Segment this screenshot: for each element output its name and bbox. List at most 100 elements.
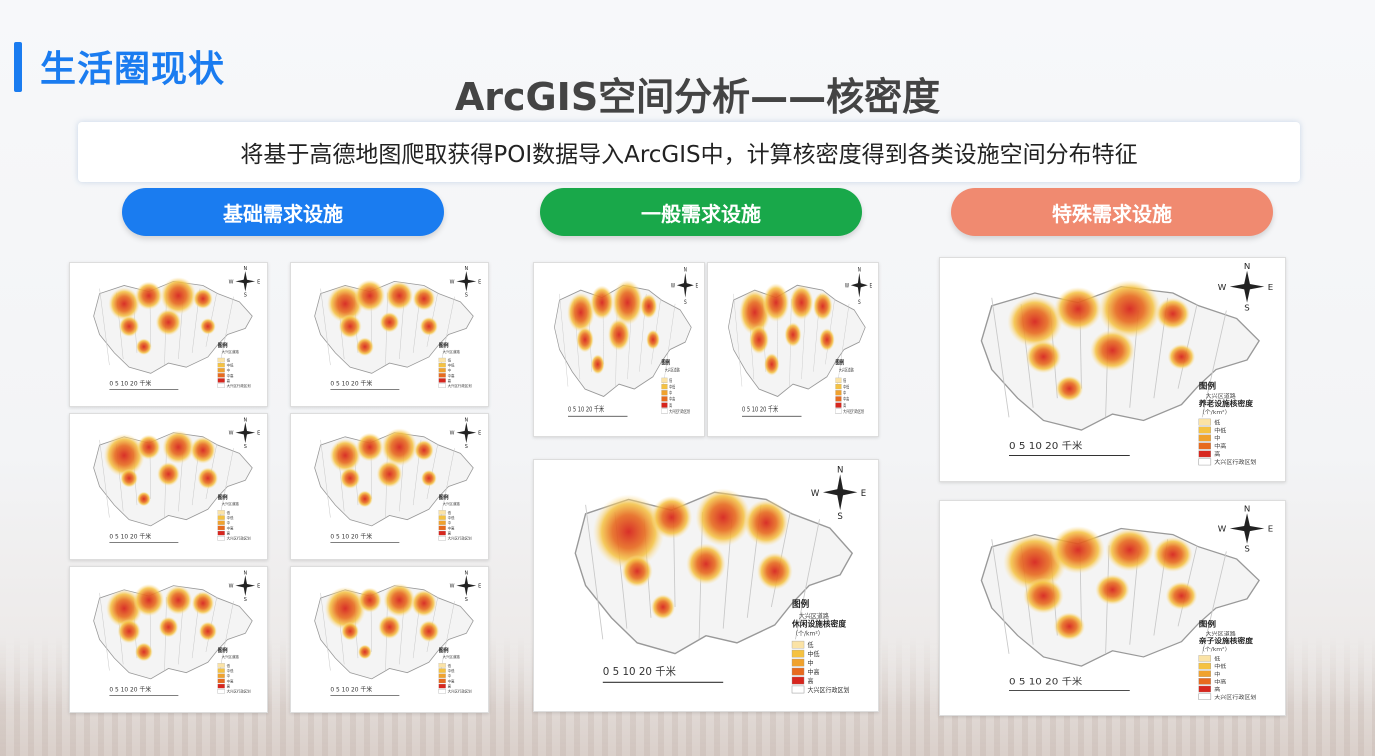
compass-w: W (229, 584, 234, 590)
density-hotspot (117, 619, 141, 644)
density-hotspot (411, 589, 437, 617)
compass-icon: N S E W (450, 417, 482, 450)
density-map-basic-5: N S E W 0 5 10 20 千米 图例 大兴区道路低中低中中高高大兴区行政区划 (69, 566, 268, 713)
legend-swatch (438, 525, 446, 531)
density-hotspot (646, 329, 660, 350)
density-hotspot (376, 460, 403, 488)
legend-swatch (1198, 458, 1212, 466)
compass-e: E (1268, 524, 1273, 533)
density-hotspot (190, 436, 216, 464)
density-hotspot (590, 354, 605, 375)
density-hotspot (155, 308, 182, 336)
density-hotspot (356, 432, 384, 462)
legend-level-label: 中高 (669, 396, 675, 402)
density-hotspot (607, 318, 631, 351)
scale-bar: 0 5 10 20 千米 (109, 379, 179, 390)
legend-swatch (1198, 670, 1211, 677)
legend-heading: 图例 (662, 357, 671, 366)
compass-s: S (465, 444, 468, 450)
legend-level-label: 低 (807, 641, 813, 649)
legend-swatch (438, 510, 446, 515)
legend-road: 大兴区道路 (443, 349, 461, 354)
density-hotspot (1090, 329, 1135, 372)
density-hotspot (1153, 536, 1193, 573)
legend-level-label: 中高 (448, 678, 455, 683)
compass-icon: N S E W (1218, 504, 1273, 553)
legend-boundary-label: 大兴区行政区划 (227, 383, 252, 388)
compass-n: N (837, 465, 843, 475)
compass-icon: N S E W (811, 465, 866, 522)
legend-level-label: 中 (448, 368, 452, 373)
legend-unit: （个/km²） (792, 631, 824, 638)
legend-swatch (661, 396, 668, 402)
density-hotspot (789, 285, 814, 320)
compass-n: N (464, 570, 468, 576)
density-hotspot (379, 312, 400, 333)
density-hotspot (764, 353, 780, 376)
compass-icon: N S E W (845, 267, 873, 306)
category-label: 一般需求设施 (641, 201, 761, 226)
legend-level-label: 中 (448, 520, 452, 525)
density-hotspot (412, 287, 436, 311)
legend-boundary-label: 大兴区行政区划 (807, 686, 849, 694)
legend-level-label: 中 (227, 673, 231, 678)
legend-boundary-label: 大兴区行政区划 (448, 383, 473, 388)
legend-heading: 图例 (439, 647, 449, 654)
legend-swatch (1198, 434, 1211, 442)
legend-level-label: 低 (227, 510, 231, 515)
compass-n: N (1244, 261, 1250, 271)
legend-swatch (217, 383, 225, 388)
density-hotspot (383, 583, 416, 617)
legend-level-label: 中高 (448, 373, 455, 378)
category-pill-basic: 基础需求设施 (122, 188, 444, 236)
density-hotspot (136, 434, 161, 460)
legend-road: 大兴区道路 (222, 501, 240, 506)
density-hotspot (1007, 296, 1063, 348)
legend-level-label: 中 (1214, 670, 1220, 678)
legend-road: 大兴区道路 (1206, 392, 1236, 400)
compass-n: N (464, 417, 468, 423)
legend-level-label: 中 (227, 520, 231, 525)
legend-level-label: 中低 (1214, 427, 1226, 435)
compass-n: N (1244, 504, 1250, 513)
density-hotspot (784, 322, 802, 348)
legend-level-label: 中低 (843, 384, 849, 390)
legend-level-label: 低 (1214, 655, 1220, 663)
legend-swatch (791, 685, 805, 694)
legend-level-label: 中低 (227, 668, 234, 673)
compass-w: W (450, 431, 455, 437)
legend-swatch (438, 373, 446, 378)
density-hotspot (133, 583, 165, 617)
legend-swatch (835, 383, 842, 390)
density-hotspot (1165, 581, 1198, 610)
density-hotspot (134, 642, 153, 662)
density-hotspot (1155, 297, 1191, 330)
scale-label: 0 5 10 20 千米 (603, 665, 677, 678)
legend-road: 大兴区道路 (222, 349, 240, 354)
density-hotspot (157, 462, 180, 486)
compass-e: E (1268, 282, 1273, 292)
legend-swatch (791, 640, 805, 649)
scale-label: 0 5 10 20 千米 (109, 379, 151, 387)
compass-e: E (478, 279, 481, 285)
legend-unit: （个/km²） (1199, 409, 1231, 416)
density-map-general-1: N S E W 0 5 10 20 千米 图例 大兴区道路低中低中中高高大兴区行政区划 (533, 262, 705, 437)
density-hotspot (162, 430, 195, 464)
density-hotspot (1105, 528, 1154, 572)
scale-bar: 0 5 10 20 千米 (568, 403, 628, 417)
category-label: 基础需求设施 (223, 201, 343, 226)
density-hotspot (356, 490, 373, 508)
density-hotspot (621, 555, 653, 588)
density-hotspot (1055, 375, 1084, 402)
legend-level-label: 中高 (1214, 678, 1226, 686)
legend-level-label: 中高 (227, 678, 234, 683)
legend-road: 大兴区道路 (222, 654, 240, 659)
